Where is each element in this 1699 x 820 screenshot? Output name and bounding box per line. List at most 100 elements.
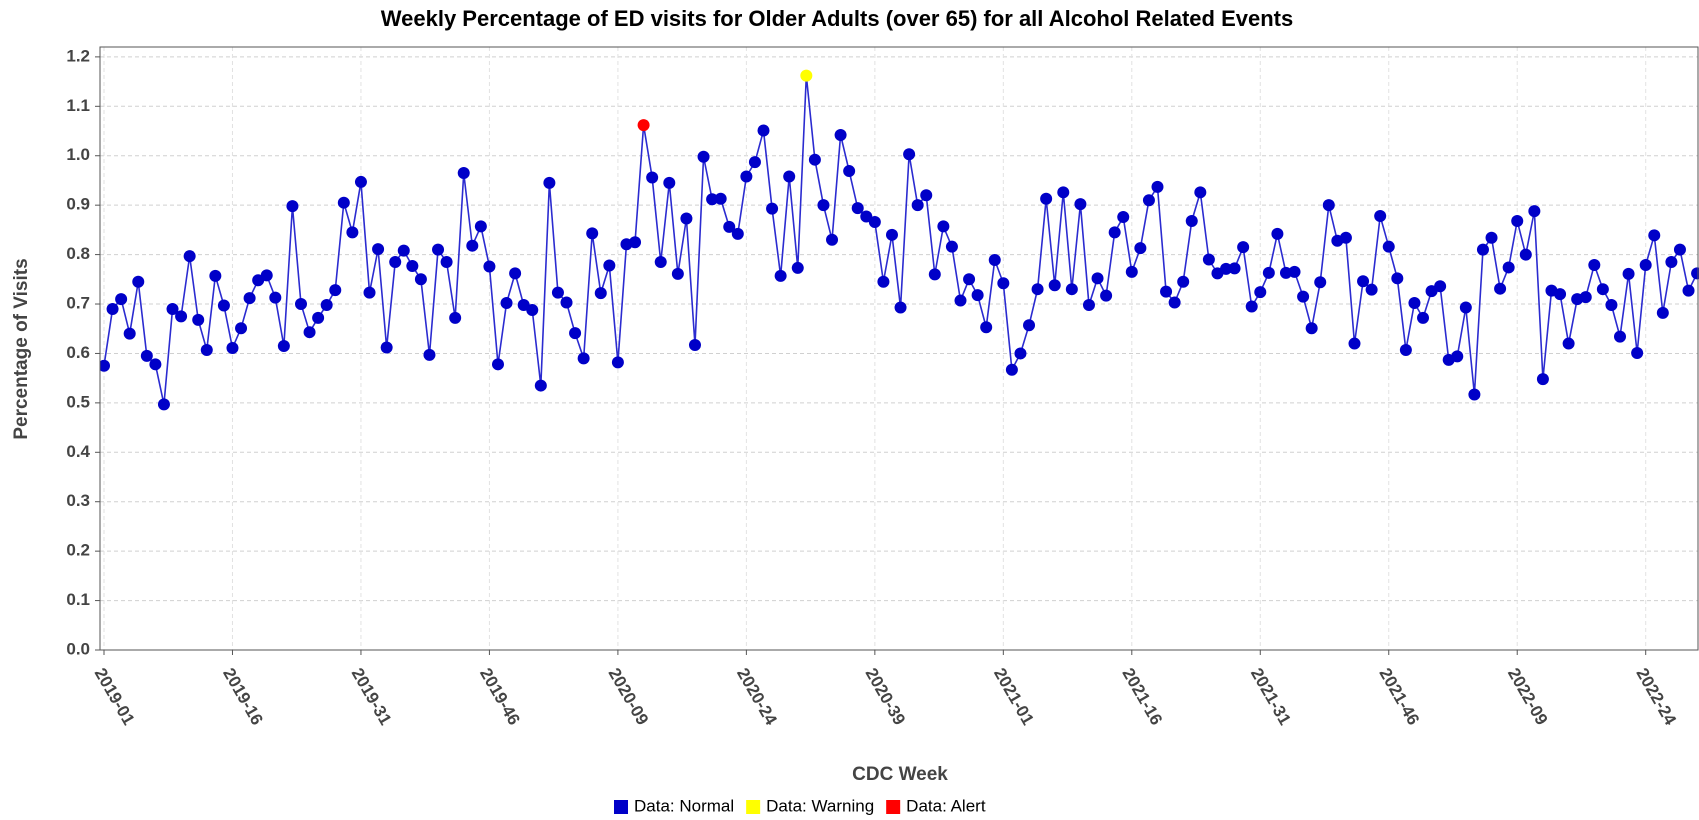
data-point [791, 261, 804, 274]
data-point [354, 175, 367, 188]
data-point [235, 322, 248, 335]
data-point [1673, 243, 1686, 256]
data-point [1023, 319, 1036, 332]
data-point [1262, 266, 1275, 279]
data-point [860, 210, 873, 223]
data-point [1245, 300, 1258, 313]
data-point [997, 277, 1010, 290]
x-tick-label: 2019-16 [219, 665, 267, 729]
data-point [1151, 180, 1164, 193]
data-point [466, 239, 479, 252]
data-point [980, 321, 993, 334]
data-point [560, 296, 573, 309]
data-point [663, 176, 676, 189]
data-point [654, 256, 667, 269]
data-point [432, 243, 445, 256]
data-point [1614, 330, 1627, 343]
data-point [483, 260, 496, 273]
data-point [457, 167, 470, 180]
data-point [200, 343, 213, 356]
data-point [166, 302, 179, 315]
x-axis-label: CDC Week [852, 764, 948, 785]
data-point [1682, 284, 1695, 297]
data-point [1622, 267, 1635, 280]
data-point [1031, 283, 1044, 296]
data-point [688, 339, 701, 352]
x-tick-label: 2021-16 [1118, 665, 1166, 729]
legend-swatch [746, 800, 761, 814]
data-point [1536, 373, 1549, 386]
grid [100, 47, 1698, 651]
data-point [671, 267, 684, 280]
data-point [1297, 290, 1310, 303]
data-point [757, 124, 770, 137]
data-point [1588, 258, 1601, 271]
data-point [1185, 214, 1198, 227]
data-point [637, 119, 650, 132]
data-point [1417, 311, 1430, 324]
data-point [834, 128, 847, 141]
data-point [1125, 265, 1138, 278]
data-point [414, 273, 427, 286]
data-point [543, 176, 556, 189]
legend-swatch [614, 800, 628, 814]
data-point [1254, 286, 1267, 299]
data-point [449, 311, 462, 324]
data-point [1434, 280, 1447, 293]
data-point [1220, 262, 1233, 275]
data-point [1305, 322, 1318, 335]
data-point [1091, 272, 1104, 285]
x-tick-label: 2019-31 [348, 665, 396, 729]
data-point [783, 170, 796, 183]
y-tick-label: 0.2 [66, 541, 90, 560]
data-point [611, 356, 624, 369]
data-point [1382, 240, 1395, 253]
data-point [817, 199, 830, 212]
data-point [1554, 288, 1567, 301]
data-point [1160, 285, 1173, 298]
data-point [808, 153, 821, 166]
data-point [406, 259, 419, 272]
data-point [157, 398, 170, 411]
data-point [346, 226, 359, 239]
x-tick-label: 2022-24 [1632, 665, 1680, 729]
data-point [868, 215, 881, 228]
data-point [1528, 205, 1541, 218]
data-point [372, 243, 385, 256]
data-point [286, 200, 299, 213]
data-point [1322, 199, 1335, 212]
data-point [526, 303, 539, 316]
data-point [1605, 299, 1618, 312]
data-point [1048, 279, 1061, 292]
data-point [1468, 388, 1481, 401]
data-point [363, 286, 376, 299]
data-point [877, 275, 890, 288]
data-point [988, 254, 1001, 267]
y-tick-label: 1.2 [66, 46, 90, 65]
data-point [217, 299, 230, 312]
y-tick-label: 0.3 [66, 491, 90, 510]
data-point [1082, 299, 1095, 312]
data-point [209, 269, 222, 282]
data-point [1288, 265, 1301, 278]
x-tick-label: 2019-01 [91, 665, 139, 729]
data-point [123, 327, 136, 340]
data-point [1579, 291, 1592, 304]
data-point [551, 286, 564, 299]
data-point [903, 148, 916, 161]
data-point [1168, 296, 1181, 309]
data-point [945, 240, 958, 253]
data-point [269, 291, 282, 304]
data-point [1485, 231, 1498, 244]
data-point [243, 292, 256, 305]
data-point [491, 358, 504, 371]
data-point [440, 256, 453, 269]
data-point [1314, 276, 1327, 289]
y-tick-label: 0.5 [66, 392, 90, 411]
legend-swatch [886, 800, 901, 814]
data-point [1494, 282, 1507, 295]
data-point [132, 275, 145, 288]
data-point [826, 233, 839, 246]
data-point [774, 269, 787, 282]
y-tick-label: 0.1 [66, 590, 90, 609]
